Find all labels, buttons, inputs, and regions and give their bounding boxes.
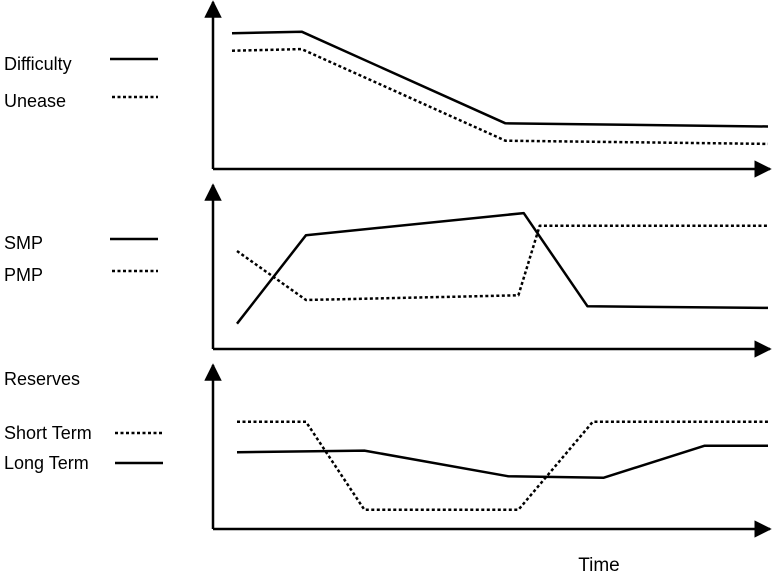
series-line-unease	[231, 47, 769, 146]
legend-label-pmp: PMP	[4, 265, 43, 285]
chart-panel-1: Difficulty Unease	[4, 0, 772, 178]
series-line-short-term	[237, 420, 768, 512]
legend-label-difficulty: Difficulty	[4, 54, 72, 74]
x-axis-label: Time	[578, 555, 620, 575]
series-line-difficulty	[231, 30, 769, 128]
legend-label-short-term: Short Term	[4, 423, 92, 443]
legend-label-unease: Unease	[4, 91, 66, 111]
series-line-long-term	[236, 444, 768, 480]
chart-panel-2: SMP PMP	[4, 183, 772, 358]
series-line-smp	[236, 211, 769, 325]
series-line-pmp	[236, 224, 768, 302]
legend-title: Reserves	[4, 369, 80, 389]
legend-label-long-term: Long Term	[4, 453, 89, 473]
legend-label-smp: SMP	[4, 233, 43, 253]
chart-panel-3: Reserves Short Term Long Term	[4, 363, 772, 538]
